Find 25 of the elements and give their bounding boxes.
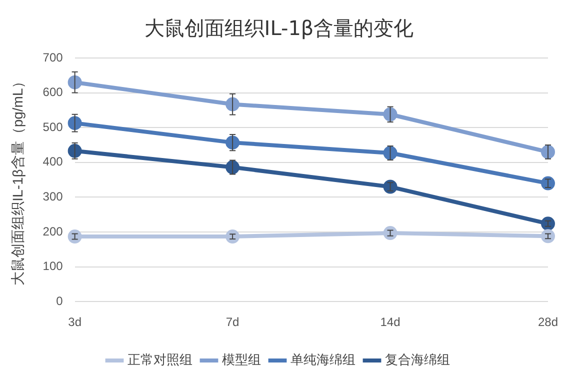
point xyxy=(540,176,555,190)
y-tick-label: 0 xyxy=(56,294,64,308)
y-tick-label: 300 xyxy=(42,190,64,204)
x-tick-label: 7d xyxy=(226,315,240,330)
point xyxy=(68,230,82,244)
y-tick-label: 700 xyxy=(42,50,64,64)
chart-title: 大鼠创面组织IL-1β含量的变化 xyxy=(144,16,414,40)
point xyxy=(540,216,555,231)
legend-label: 正常对照组 xyxy=(128,352,192,368)
y-tick-label: 400 xyxy=(42,154,64,169)
point xyxy=(383,226,398,240)
y-axis-title: 大鼠创面组织IL-1β含量（pg/mL） xyxy=(9,74,26,286)
y-tick-label: 100 xyxy=(42,259,64,274)
y-tick-label: 600 xyxy=(42,85,64,100)
point xyxy=(383,180,398,194)
x-tick-label: 3d xyxy=(68,315,82,330)
point xyxy=(226,230,240,244)
x-tick-label: 28d xyxy=(538,315,558,330)
point xyxy=(540,229,555,244)
y-tick-label: 200 xyxy=(42,224,64,238)
legend-label: 模型组 xyxy=(222,352,261,368)
x-tick-label: 14d xyxy=(380,315,400,330)
legend-label: 单纯海绵组 xyxy=(290,352,356,368)
y-tick-label: 500 xyxy=(42,120,64,134)
legend-label: 复合海绵组 xyxy=(385,352,450,368)
